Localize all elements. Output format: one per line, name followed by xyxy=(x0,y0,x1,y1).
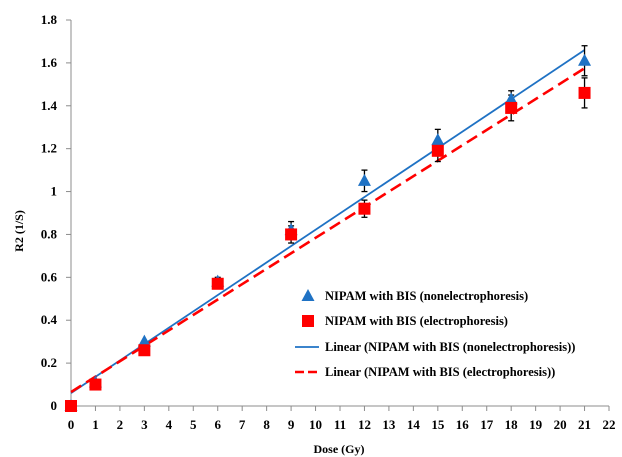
x-tick-label: 8 xyxy=(263,417,270,432)
series-1-point xyxy=(357,173,371,186)
x-tick-label: 14 xyxy=(407,417,421,432)
series-1-point xyxy=(578,53,592,66)
legend-label: Linear (NIPAM with BIS (electrophoresis)… xyxy=(325,365,555,379)
legend-marker xyxy=(301,289,315,301)
series-2-point xyxy=(65,400,77,412)
x-tick-label: 2 xyxy=(117,417,124,432)
trendline-2 xyxy=(70,67,586,394)
trendline-1 xyxy=(70,49,586,394)
x-tick-label: 9 xyxy=(288,417,295,432)
series-2-point xyxy=(211,277,224,290)
y-tick-label: 1.4 xyxy=(41,98,58,113)
series-2-point xyxy=(138,344,151,357)
y-axis-title: R2 (1/S) xyxy=(12,210,26,252)
x-tick-label: 20 xyxy=(554,417,567,432)
x-tick-label: 5 xyxy=(190,417,197,432)
legend: NIPAM with BIS (nonelectrophoresis) NIPAM… xyxy=(295,289,575,379)
x-tick-label: 0 xyxy=(68,417,75,432)
x-tick-label: 18 xyxy=(505,417,519,432)
series-1-point xyxy=(431,133,445,146)
x-tick-label: 10 xyxy=(309,417,322,432)
x-tick-label: 21 xyxy=(578,417,591,432)
x-tick-label: 16 xyxy=(456,417,470,432)
x-tick-label: 3 xyxy=(141,417,148,432)
series-1-point xyxy=(137,334,151,347)
axes: 00.20.40.60.811.21.41.61.80 1 2 3 4 5 6 7 8 9 10 11… xyxy=(41,12,616,432)
x-tick-label: 15 xyxy=(431,417,445,432)
y-tick-label: 1.2 xyxy=(41,141,57,156)
data-points xyxy=(64,53,592,412)
x-tick-label: 1 xyxy=(92,417,99,432)
x-tick-label: 6 xyxy=(214,417,221,432)
y-tick-label: 1.8 xyxy=(41,12,58,27)
x-axis-title: Dose (Gy) xyxy=(314,442,365,456)
x-tick-label: 13 xyxy=(382,417,396,432)
trendlines xyxy=(70,49,586,394)
x-tick-label: 17 xyxy=(480,417,494,432)
series-2-point xyxy=(285,228,298,241)
series-2-point xyxy=(431,144,444,157)
y-tick-label: 1 xyxy=(51,184,58,199)
y-tick-label: 0.2 xyxy=(41,355,57,370)
series-2-point xyxy=(89,378,102,391)
x-tick-label: 12 xyxy=(358,417,371,432)
y-tick-label: 1.6 xyxy=(41,55,58,70)
x-tick-label: 19 xyxy=(529,417,543,432)
series-2-point xyxy=(578,86,591,99)
x-tick-label: 22 xyxy=(603,417,616,432)
x-tick-label: 4 xyxy=(166,417,173,432)
x-tick-label: 7 xyxy=(239,417,246,432)
legend-label: Linear (NIPAM with BIS (nonelectrophores… xyxy=(325,340,575,354)
legend-marker xyxy=(302,315,314,327)
y-tick-label: 0.6 xyxy=(41,269,58,284)
error-bars xyxy=(214,45,588,289)
legend-label: NIPAM with BIS (nonelectrophoresis) xyxy=(325,289,528,303)
y-tick-label: 0 xyxy=(51,398,58,413)
y-tick-label: 0.8 xyxy=(41,226,58,241)
x-tick-label: 11 xyxy=(334,417,346,432)
legend-label: NIPAM with BIS (electrophoresis) xyxy=(325,314,508,328)
series-1-point xyxy=(504,92,518,105)
series-2-point xyxy=(505,101,518,114)
y-tick-label: 0.4 xyxy=(41,312,58,327)
series-2-point xyxy=(358,202,371,215)
